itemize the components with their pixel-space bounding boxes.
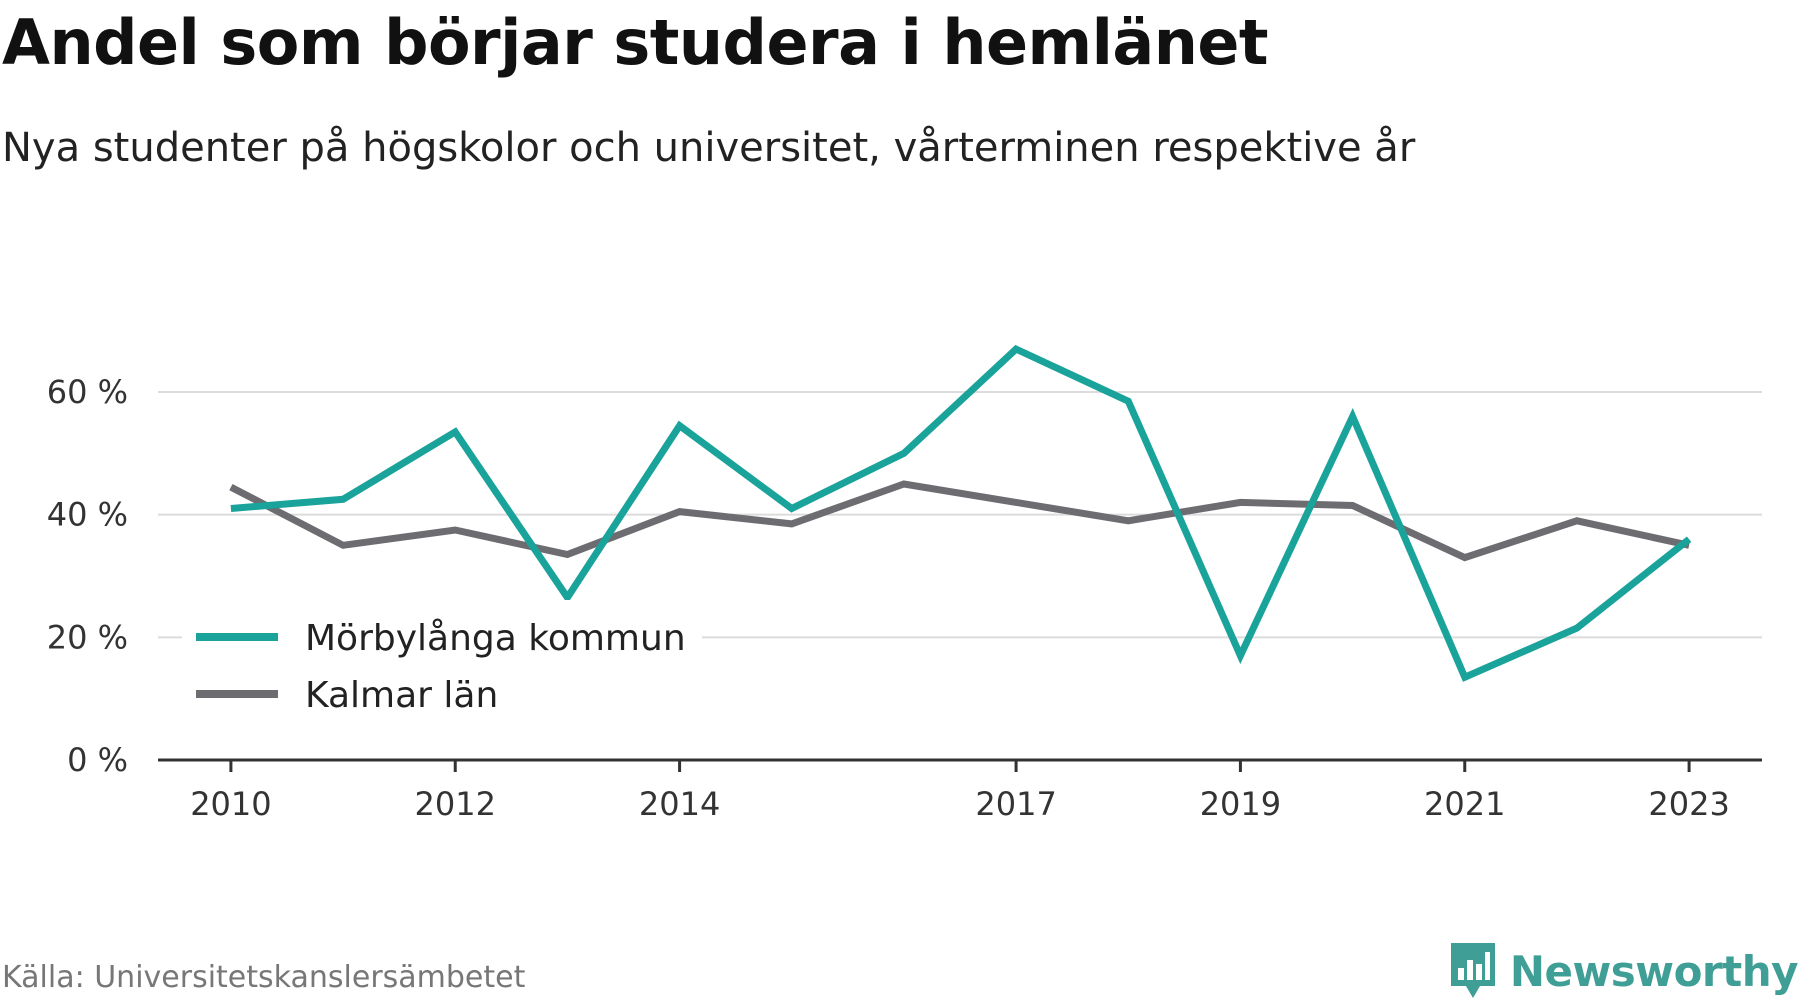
y-tick-label: 60 % [47,373,128,411]
y-tick-label: 40 % [47,496,128,534]
legend-background [182,600,702,730]
chart-subtitle: Nya studenter på högskolor och universit… [2,125,1416,171]
x-tick-label: 2021 [1424,785,1505,823]
source-note: Källa: Universitetskanslersämbetet [2,960,526,995]
legend-label: Mörbylånga kommun [305,618,686,659]
series-line-0 [230,344,1692,682]
y-axis-tick-labels: 0 % 20 % 40 % 60 % [47,373,128,779]
x-tick-label: 2017 [975,785,1056,823]
x-tick-label: 2023 [1648,785,1729,823]
x-tick-label: 2010 [190,785,271,823]
series-line-1 [229,480,1690,562]
brand-name: Newsworthy [1509,946,1799,996]
y-tick-label: 20 % [47,618,128,656]
legend-label: Kalmar län [305,675,498,716]
brand-logo: Newsworthy [1448,940,1799,1002]
bar-chart-bubble-icon [1450,943,1495,998]
x-axis: 2010 2012 2014 2017 2019 2021 2023 [158,758,1762,823]
chart-title: Andel som börjar studera i hemlänet [2,6,1269,79]
series-lines [229,344,1692,682]
y-tick-label: 0 % [67,741,128,779]
x-tick-label: 2014 [639,785,720,823]
x-tick-label: 2012 [415,785,496,823]
x-tick-label: 2019 [1200,785,1281,823]
legend: Mörbylånga kommun Kalmar län [182,600,702,730]
